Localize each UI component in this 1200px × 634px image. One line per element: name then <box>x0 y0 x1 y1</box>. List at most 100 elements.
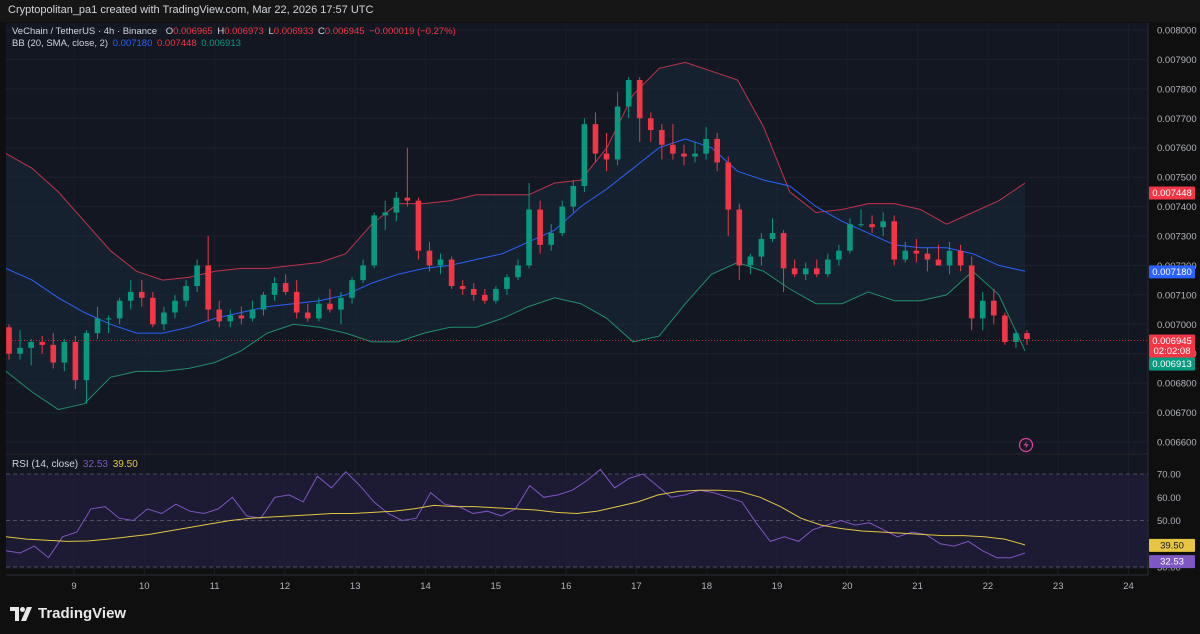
candle-body <box>150 297 156 325</box>
candle-body <box>61 341 68 363</box>
candle-body <box>404 197 411 201</box>
credit-text: Cryptopolitan_pa1 created with TradingVi… <box>8 4 374 16</box>
candle-body <box>603 153 610 160</box>
time-tick-label: 18 <box>701 581 712 592</box>
candle-body <box>548 233 554 245</box>
candle-body <box>172 300 178 313</box>
basis-badge-text: 0.007180 <box>1152 267 1192 278</box>
candle-body <box>570 185 577 207</box>
basis-badge-bg <box>1149 265 1195 279</box>
candle-body <box>659 130 665 145</box>
candle-body <box>459 286 466 289</box>
bb-fill <box>6 62 1025 410</box>
lower-band-badge-bg <box>1149 357 1195 371</box>
candle-body <box>116 300 123 319</box>
price-tick-label: 0.007900 <box>1157 55 1197 66</box>
candle-body <box>592 124 599 154</box>
candle-body <box>304 312 311 319</box>
candle-body <box>647 118 654 131</box>
candle-body <box>581 124 588 186</box>
candle-body <box>869 224 875 228</box>
symbol-name[interactable]: VeChain / TetherUS · 4h · Binance <box>12 26 158 37</box>
candle-body <box>316 303 322 319</box>
bottom-bar <box>0 598 1200 634</box>
price-axis[interactable]: 0.008000 0.007900 0.007800 0.007700 0.007600… <box>1157 26 1197 449</box>
candle-body <box>448 259 455 287</box>
rsi-legend[interactable]: RSI (14, close) 32.53 39.50 <box>12 459 140 470</box>
candle-body <box>338 297 344 310</box>
candle-body <box>493 288 499 301</box>
candle-body <box>216 309 223 322</box>
time-tick-label: 24 <box>1123 581 1134 592</box>
candle-body <box>227 315 234 322</box>
candle-body <box>282 283 289 292</box>
time-tick-label: 9 <box>71 581 76 592</box>
time-tick-label: 12 <box>280 581 291 592</box>
bb-upper-value: 0.007448 <box>157 38 197 49</box>
candle-body <box>426 250 433 266</box>
lightning-icon[interactable] <box>1018 437 1034 453</box>
candle-body <box>238 315 245 319</box>
candle-body <box>526 209 532 266</box>
candle-body <box>349 280 355 298</box>
bb-upper-line <box>5 61 1026 281</box>
last-price-badge-text: 02:02:08 <box>1154 346 1191 357</box>
candle-body <box>625 80 632 107</box>
candles <box>6 77 1148 404</box>
candle-body <box>769 233 776 239</box>
bollinger-bands <box>5 61 1026 411</box>
candle-body <box>327 303 333 310</box>
time-tick-label: 14 <box>420 581 431 592</box>
bb-label[interactable]: BB (20, SMA, close, 2) <box>12 38 109 49</box>
candle-body <box>891 221 898 260</box>
tradingview-logo[interactable]: TradingView <box>10 605 126 622</box>
rsi-value-badge-bg <box>1149 555 1195 569</box>
candle-body <box>847 224 853 251</box>
top-bar: Cryptopolitan_pa1 created with TradingVi… <box>0 0 1200 22</box>
candle-body <box>271 283 278 295</box>
candle-body <box>28 341 34 348</box>
price-tick-label: 0.006600 <box>1157 438 1197 449</box>
candle-body <box>371 215 377 266</box>
change-value: −0.000019 (−0.27%) <box>369 26 456 37</box>
candle-body <box>946 250 953 266</box>
candle-body <box>802 268 809 275</box>
time-tick-label: 10 <box>139 581 150 592</box>
price-chart[interactable]: 0.008000 0.007900 0.007800 0.007700 0.007600… <box>0 0 1200 598</box>
candle-body <box>791 268 798 275</box>
candle-body <box>393 197 400 213</box>
price-tick-label: 0.007000 <box>1157 320 1197 331</box>
symbol-legend[interactable]: VeChain / TetherUS · 4h · Binance O0.006… <box>12 26 458 37</box>
candle-body <box>415 200 422 251</box>
candle-body <box>94 318 101 334</box>
candle-body <box>913 250 920 254</box>
candle-body <box>979 300 986 319</box>
candle-body <box>858 224 864 226</box>
candle-body <box>72 341 79 381</box>
price-tick-label: 0.007700 <box>1157 114 1197 125</box>
candle-body <box>382 212 389 216</box>
candle-body <box>924 253 931 260</box>
price-tick-label: 0.008000 <box>1157 26 1197 37</box>
candle-body <box>437 259 444 266</box>
candle-body <box>260 294 267 310</box>
candle-body <box>681 153 687 157</box>
bb-legend[interactable]: BB (20, SMA, close, 2) 0.007180 0.007448… <box>12 38 243 49</box>
price-tick-label: 0.007800 <box>1157 84 1197 95</box>
candle-body <box>470 288 477 295</box>
candle-body <box>515 265 521 278</box>
time-axis[interactable]: 9 10 11 12 13 14 15 16 17 18 19 20 21 22 23 24 <box>71 581 1133 592</box>
price-tick-label: 0.006700 <box>1157 408 1197 419</box>
rsi-label[interactable]: RSI (14, close) <box>12 459 79 470</box>
time-tick-label: 21 <box>912 581 923 592</box>
candle-body <box>504 277 510 289</box>
rsi-ma-badge-text: 39.50 <box>1160 540 1184 551</box>
rsi-ma-value: 39.50 <box>112 459 138 470</box>
candle-body <box>780 233 787 269</box>
tradingview-logo-icon <box>10 606 32 621</box>
close-label: C <box>318 26 325 37</box>
price-tick-label: 0.007400 <box>1157 202 1197 213</box>
candle-body <box>559 206 566 234</box>
candle-body <box>935 259 942 266</box>
time-tick-label: 16 <box>561 581 572 592</box>
